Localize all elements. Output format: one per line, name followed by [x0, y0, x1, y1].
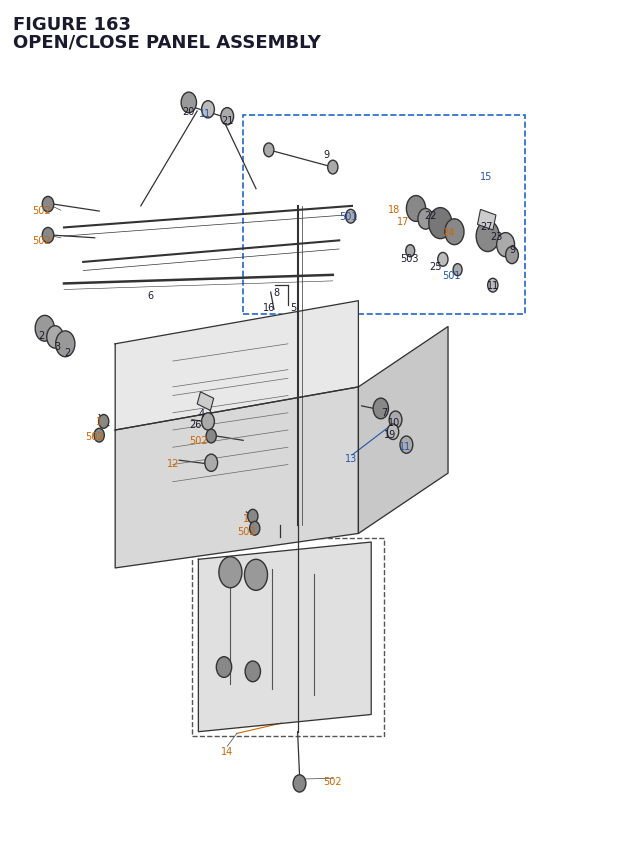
Text: 8: 8 — [273, 288, 280, 298]
Circle shape — [56, 331, 75, 357]
Circle shape — [346, 210, 356, 224]
Text: 15: 15 — [480, 171, 493, 182]
Text: 503: 503 — [401, 253, 419, 263]
Text: 11: 11 — [198, 108, 211, 119]
Circle shape — [216, 657, 232, 678]
Text: 502: 502 — [32, 236, 51, 246]
Circle shape — [35, 316, 54, 342]
Circle shape — [206, 430, 216, 443]
Circle shape — [264, 144, 274, 158]
Circle shape — [293, 775, 306, 792]
Circle shape — [387, 424, 399, 440]
Circle shape — [488, 279, 498, 293]
Circle shape — [429, 208, 452, 239]
Circle shape — [42, 228, 54, 244]
Circle shape — [406, 245, 415, 257]
Text: 6: 6 — [147, 290, 154, 300]
Text: 9: 9 — [509, 245, 515, 255]
Text: 20: 20 — [182, 107, 195, 117]
Text: OPEN/CLOSE PANEL ASSEMBLY: OPEN/CLOSE PANEL ASSEMBLY — [13, 34, 321, 52]
Text: 27: 27 — [480, 221, 493, 232]
Circle shape — [99, 415, 109, 429]
Circle shape — [418, 209, 433, 230]
Text: 9: 9 — [323, 150, 330, 160]
Text: 10: 10 — [387, 418, 400, 428]
Circle shape — [506, 247, 518, 264]
Polygon shape — [115, 301, 358, 430]
Circle shape — [445, 220, 464, 245]
Circle shape — [244, 560, 268, 591]
Circle shape — [250, 522, 260, 536]
Text: 4: 4 — [198, 408, 205, 418]
Circle shape — [400, 437, 413, 454]
Circle shape — [438, 253, 448, 267]
Circle shape — [42, 197, 54, 213]
Text: 502: 502 — [32, 206, 51, 216]
Text: 7: 7 — [381, 407, 387, 418]
Text: 13: 13 — [344, 453, 357, 463]
Circle shape — [47, 326, 63, 349]
Circle shape — [205, 455, 218, 472]
Text: 11: 11 — [399, 441, 412, 451]
Circle shape — [389, 412, 402, 429]
Text: 1: 1 — [243, 513, 250, 523]
Text: FIGURE 163: FIGURE 163 — [13, 16, 131, 34]
Circle shape — [202, 413, 214, 430]
Text: 12: 12 — [166, 458, 179, 468]
Text: 502: 502 — [189, 436, 208, 446]
Text: 501: 501 — [340, 212, 358, 222]
Text: 16: 16 — [262, 302, 275, 313]
Text: 22: 22 — [424, 210, 436, 220]
Circle shape — [181, 93, 196, 114]
Text: 24: 24 — [442, 227, 454, 238]
Text: 14: 14 — [221, 746, 234, 756]
Circle shape — [248, 510, 258, 523]
Bar — [197, 393, 214, 411]
Text: 17: 17 — [397, 216, 410, 226]
Circle shape — [219, 557, 242, 588]
Text: 19: 19 — [384, 430, 397, 440]
Text: 26: 26 — [189, 419, 202, 430]
Circle shape — [202, 102, 214, 119]
Bar — [477, 210, 496, 231]
Circle shape — [94, 429, 104, 443]
Text: 25: 25 — [429, 262, 442, 272]
Text: 502: 502 — [323, 776, 342, 786]
Text: 502: 502 — [237, 526, 256, 536]
Circle shape — [497, 233, 515, 257]
Text: 502: 502 — [85, 431, 104, 442]
Text: 2: 2 — [38, 331, 45, 341]
Text: 1: 1 — [96, 417, 102, 427]
Text: 18: 18 — [387, 205, 400, 215]
Text: 501: 501 — [442, 270, 460, 281]
Text: 11: 11 — [486, 281, 499, 291]
Circle shape — [328, 161, 338, 175]
Polygon shape — [198, 542, 371, 732]
Text: 5: 5 — [290, 302, 296, 313]
Circle shape — [406, 196, 426, 222]
Circle shape — [373, 399, 388, 419]
Circle shape — [245, 661, 260, 682]
Polygon shape — [115, 387, 358, 568]
Circle shape — [221, 108, 234, 126]
Circle shape — [453, 264, 462, 276]
Text: 2: 2 — [64, 348, 70, 358]
Circle shape — [476, 221, 499, 252]
Text: 23: 23 — [490, 232, 502, 242]
Text: 21: 21 — [221, 115, 234, 126]
Polygon shape — [358, 327, 448, 534]
Text: 3: 3 — [54, 341, 61, 351]
